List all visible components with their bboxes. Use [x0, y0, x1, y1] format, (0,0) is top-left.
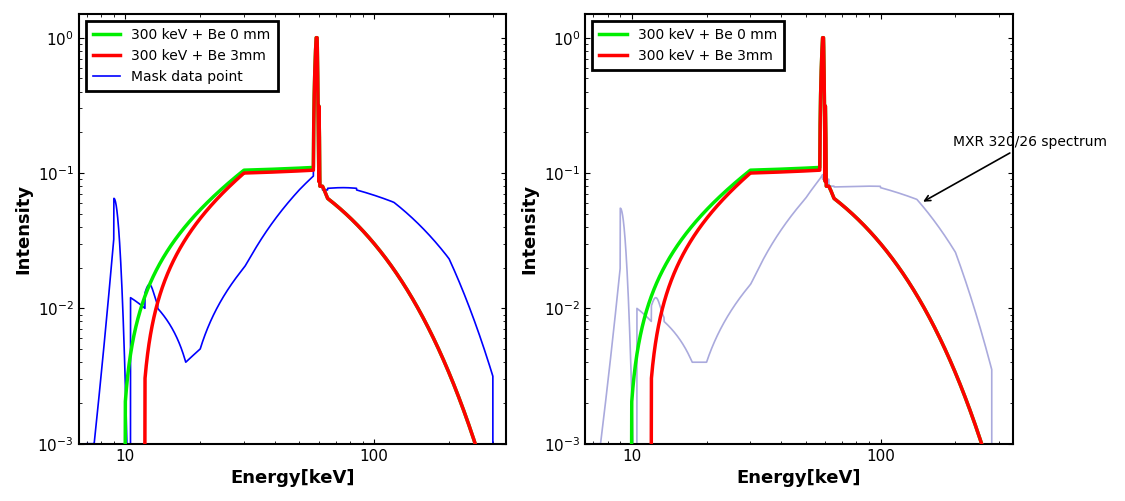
X-axis label: Energy[keV]: Energy[keV] — [737, 469, 861, 487]
X-axis label: Energy[keV]: Energy[keV] — [231, 469, 354, 487]
Legend: 300 keV + Be 0 mm, 300 keV + Be 3mm, Mask data point: 300 keV + Be 0 mm, 300 keV + Be 3mm, Mas… — [86, 21, 278, 91]
Text: MXR 320/26 spectrum: MXR 320/26 spectrum — [925, 135, 1107, 201]
Legend: 300 keV + Be 0 mm, 300 keV + Be 3mm: 300 keV + Be 0 mm, 300 keV + Be 3mm — [592, 21, 784, 70]
Y-axis label: Intensity: Intensity — [14, 184, 32, 274]
Y-axis label: Intensity: Intensity — [520, 184, 538, 274]
